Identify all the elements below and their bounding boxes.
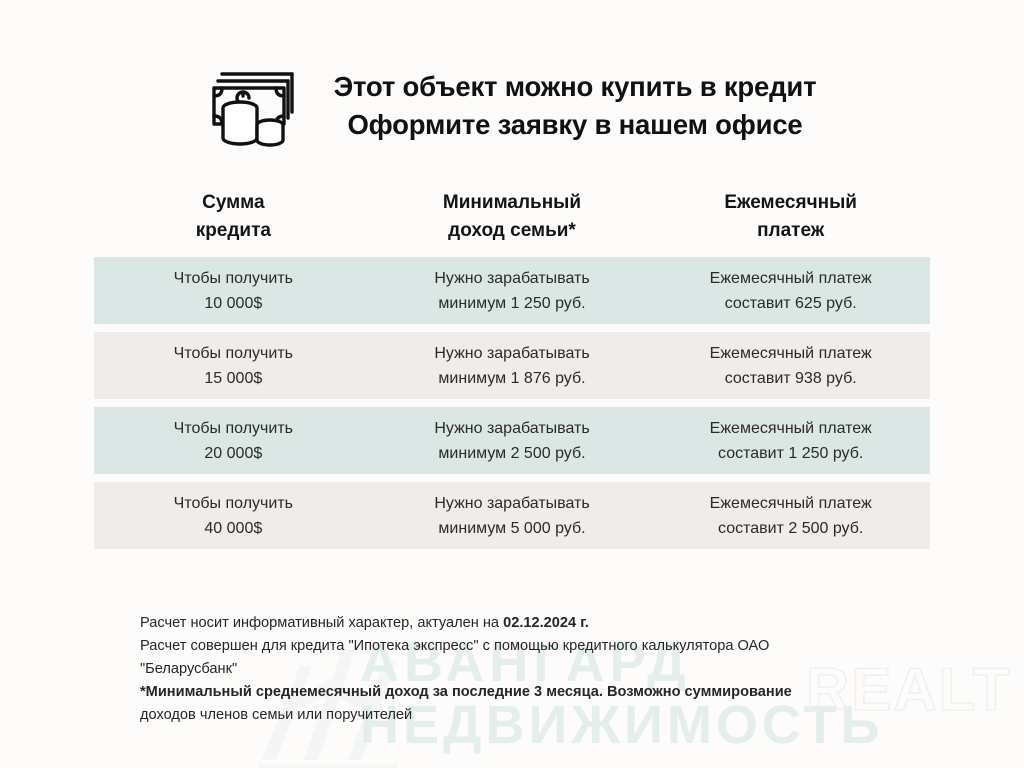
footnote-line-1: Расчет носит информативный характер, акт… <box>140 612 930 635</box>
cell-minimum-income: Нужно зарабатывать минимум 2 500 руб. <box>373 416 652 466</box>
cell-minimum-income: Нужно зарабатывать минимум 1 876 руб. <box>373 341 652 391</box>
cell-monthly-payment-line2: составит 938 руб. <box>724 369 857 387</box>
cell-minimum-income-line1: Нужно зарабатывать <box>434 419 590 437</box>
cell-monthly-payment: Ежемесячный платеж составит 1 250 руб. <box>651 416 930 466</box>
cell-loan-amount-line2: 40 000$ <box>204 519 263 537</box>
cell-minimum-income-line2: минимум 2 500 руб. <box>438 444 586 462</box>
cell-minimum-income-line2: минимум 1 876 руб. <box>438 369 586 387</box>
cell-loan-amount: Чтобы получить 20 000$ <box>94 416 373 466</box>
footnote-line-4: *Минимальный среднемесячный доход за пос… <box>140 681 930 704</box>
cell-minimum-income-line1: Нужно зарабатывать <box>434 494 590 512</box>
promo-title-line-2: Оформите заявку в нашем офисе <box>347 109 803 140</box>
footnote-line-2: Расчет совершен для кредита "Ипотека экс… <box>140 638 770 654</box>
cell-monthly-payment-line2: составит 1 250 руб. <box>718 444 864 462</box>
cell-monthly-payment: Ежемесячный платеж составит 2 500 руб. <box>651 491 930 541</box>
table-row: Чтобы получить 40 000$ Нужно зарабатыват… <box>94 482 930 549</box>
cell-loan-amount: Чтобы получить 15 000$ <box>94 341 373 391</box>
column-header-minimum-income: Минимальный доход семьи* <box>373 183 652 257</box>
credit-table-header-row: Сумма кредита Минимальный доход семьи* Е… <box>94 183 930 257</box>
cell-minimum-income-line1: Нужно зарабатывать <box>434 269 590 287</box>
column-header-minimum-income-line2: доход семьи* <box>448 220 576 241</box>
footnote-line-4-text: *Минимальный среднемесячный доход за пос… <box>140 684 792 700</box>
cell-loan-amount-line1: Чтобы получить <box>173 494 293 512</box>
cell-minimum-income: Нужно зарабатывать минимум 1 250 руб. <box>373 266 652 316</box>
promo-title-block: Этот объект можно купить в кредит Оформи… <box>334 68 817 144</box>
cell-monthly-payment: Ежемесячный платеж составит 938 руб. <box>651 341 930 391</box>
cell-minimum-income-line2: минимум 5 000 руб. <box>438 519 586 537</box>
column-header-monthly-payment-line2: платеж <box>757 220 825 241</box>
column-header-monthly-payment: Ежемесячный платеж <box>651 183 930 257</box>
footnote-block: Расчет носит информативный характер, акт… <box>140 612 930 727</box>
footnote-line-5: доходов членов семьи или поручителей <box>140 707 413 723</box>
cell-monthly-payment-line1: Ежемесячный платеж <box>709 494 872 512</box>
cell-loan-amount-line1: Чтобы получить <box>173 269 293 287</box>
cell-minimum-income-line2: минимум 1 250 руб. <box>438 294 586 312</box>
footnote-date: 02.12.2024 г. <box>503 615 589 631</box>
money-banknotes-coins-icon <box>211 72 294 147</box>
cell-monthly-payment: Ежемесячный платеж составит 625 руб. <box>651 266 930 316</box>
cell-minimum-income-line1: Нужно зарабатывать <box>434 344 590 362</box>
credit-table: Сумма кредита Минимальный доход семьи* Е… <box>94 183 930 549</box>
cell-monthly-payment-line2: составит 2 500 руб. <box>718 519 864 537</box>
promo-header: Этот объект можно купить в кредит Оформи… <box>0 0 1024 150</box>
table-row: Чтобы получить 20 000$ Нужно зарабатыват… <box>94 407 930 474</box>
cell-monthly-payment-line2: составит 625 руб. <box>724 294 857 312</box>
column-header-minimum-income-line1: Минимальный <box>442 192 582 213</box>
cell-loan-amount-line1: Чтобы получить <box>173 419 293 437</box>
table-row: Чтобы получить 15 000$ Нужно зарабатыват… <box>94 332 930 399</box>
cell-loan-amount: Чтобы получить 10 000$ <box>94 266 373 316</box>
cell-monthly-payment-line1: Ежемесячный платеж <box>709 344 872 362</box>
cell-loan-amount: Чтобы получить 40 000$ <box>94 491 373 541</box>
cell-minimum-income: Нужно зарабатывать минимум 5 000 руб. <box>373 491 652 541</box>
cell-loan-amount-line2: 20 000$ <box>204 444 263 462</box>
cell-monthly-payment-line1: Ежемесячный платеж <box>709 419 872 437</box>
cell-monthly-payment-line1: Ежемесячный платеж <box>709 269 872 287</box>
table-row: Чтобы получить 10 000$ Нужно зарабатыват… <box>94 257 930 324</box>
cell-loan-amount-line1: Чтобы получить <box>173 344 293 362</box>
column-header-loan-amount-line1: Сумма <box>202 192 265 213</box>
footnote-line-1-prefix: Расчет носит информативный характер, акт… <box>140 615 504 631</box>
footnote-line-3: "Беларусбанк" <box>140 661 238 677</box>
cell-loan-amount-line2: 10 000$ <box>204 294 263 312</box>
cell-loan-amount-line2: 15 000$ <box>204 369 263 387</box>
column-header-loan-amount-line2: кредита <box>195 220 271 241</box>
promo-title-line-1: Этот объект можно купить в кредит <box>333 71 817 102</box>
column-header-loan-amount: Сумма кредита <box>94 183 373 257</box>
column-header-monthly-payment-line1: Ежемесячный <box>724 192 857 213</box>
